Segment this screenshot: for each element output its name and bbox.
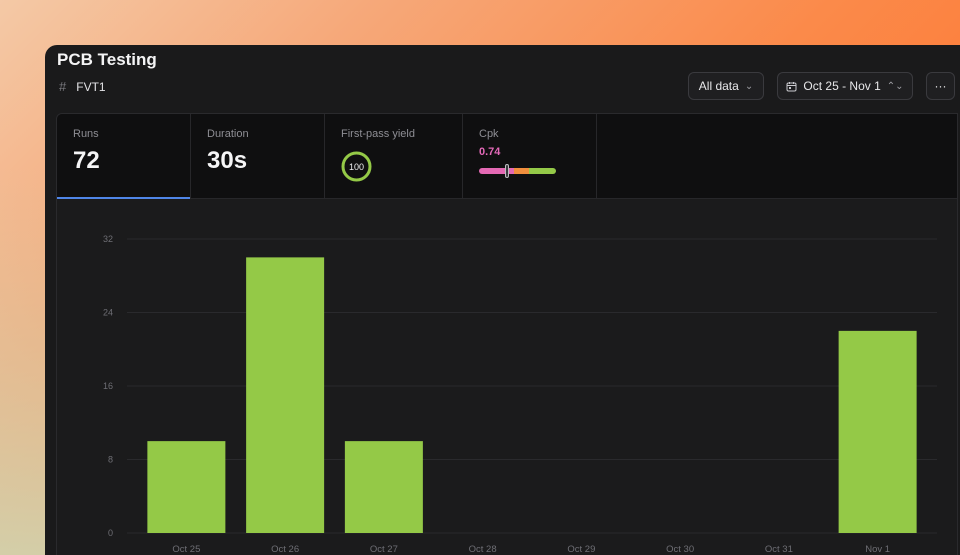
x-tick-label: Oct 30 — [666, 544, 694, 555]
station-name: FVT1 — [76, 79, 106, 94]
chevron-down-icon: ⌄ — [744, 80, 754, 92]
x-tick-label: Oct 27 — [370, 544, 398, 555]
calendar-icon — [786, 81, 797, 91]
y-tick-label: 0 — [108, 528, 113, 538]
kpi-runs[interactable]: Runs 72 — [57, 114, 191, 199]
bar-oct-27[interactable] — [344, 441, 423, 533]
kpi-yield-value: 100 — [349, 162, 364, 172]
page-title: PCB Testing — [57, 50, 157, 69]
x-tick-label: Oct 26 — [271, 544, 299, 555]
more-icon: ··· — [934, 79, 947, 93]
chevron-up-down-icon: ⌃⌄ — [886, 80, 904, 92]
cpk-marker — [505, 164, 509, 178]
kpi-duration-value: 30s — [207, 147, 248, 174]
date-range-picker[interactable]: Oct 25 - Nov 1 ⌃⌄ — [777, 72, 913, 100]
more-options-button[interactable]: ··· — [926, 72, 955, 100]
kpi-duration[interactable]: Duration 30s — [191, 114, 325, 198]
y-tick-label: 32 — [103, 234, 113, 244]
kpi-duration-label: Duration — [207, 128, 249, 140]
x-tick-label: Oct 31 — [765, 544, 793, 555]
bar-oct-25[interactable] — [147, 441, 226, 533]
yield-ring-gauge: 100 — [341, 151, 372, 182]
kpi-row: Runs 72 Duration 30s First-pass yield 10… — [57, 114, 957, 199]
kpi-cpk-value: 0.74 — [479, 146, 501, 158]
bar-nov-1[interactable] — [838, 330, 917, 533]
x-tick-label: Oct 28 — [469, 544, 497, 555]
kpi-cpk-label: Cpk — [479, 128, 499, 140]
x-tick-label: Oct 25 — [172, 544, 200, 555]
x-tick-label: Nov 1 — [865, 544, 890, 555]
metrics-panel: Runs 72 Duration 30s First-pass yield 10… — [56, 113, 958, 555]
station-label: # FVT1 — [59, 79, 106, 94]
data-filter-dropdown[interactable]: All data ⌄ — [688, 72, 764, 100]
kpi-cpk[interactable]: Cpk 0.74 — [463, 114, 597, 198]
app-window: PCB Testing # FVT1 All data ⌄ Oct 25 - N… — [45, 45, 960, 555]
x-tick-label: Oct 29 — [567, 544, 595, 555]
kpi-runs-label: Runs — [73, 128, 99, 140]
cpk-range-bar — [479, 168, 556, 174]
kpi-yield-label: First-pass yield — [341, 128, 415, 140]
bar-oct-26[interactable] — [246, 257, 325, 533]
y-tick-label: 24 — [103, 308, 113, 318]
hash-icon: # — [59, 79, 67, 94]
runs-bar-chart: 0 8 16 24 32 Oct 25 Oct 26 Oct 27 Oct 28 Oct 29 Oc… — [103, 234, 937, 555]
date-range-label: Oct 25 - Nov 1 — [803, 79, 881, 93]
y-tick-label: 16 — [103, 381, 113, 391]
kpi-runs-value: 72 — [73, 147, 100, 174]
kpi-yield[interactable]: First-pass yield 100 — [325, 114, 463, 198]
y-tick-label: 8 — [108, 455, 113, 465]
data-filter-label: All data — [698, 79, 739, 93]
